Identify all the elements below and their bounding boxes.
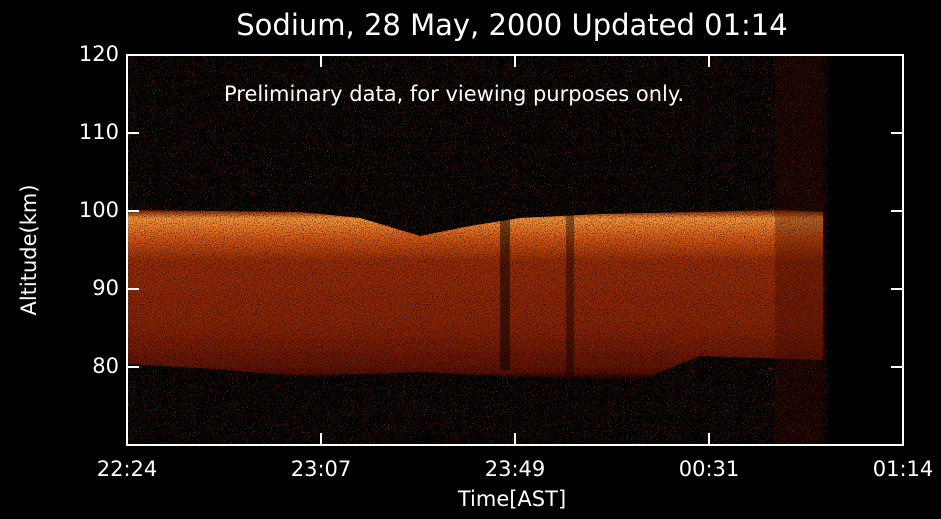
- y-tick-label: 110: [79, 120, 119, 144]
- y-tick-label: 80: [92, 354, 119, 378]
- x-tick-label: 01:14: [873, 457, 934, 481]
- y-tick-label: 90: [92, 276, 119, 300]
- x-axis-label: Time[AST]: [457, 487, 566, 511]
- annotation: Preliminary data, for viewing purposes o…: [224, 82, 684, 106]
- y-tick-label: 120: [79, 42, 119, 66]
- chart: Sodium, 28 May, 2000 Updated 01:14 Preli…: [0, 0, 941, 519]
- x-tick-label: 23:49: [485, 457, 546, 481]
- chart-title: Sodium, 28 May, 2000 Updated 01:14: [236, 8, 787, 42]
- x-tick-label: 22:24: [97, 457, 158, 481]
- heatmap-image: [128, 56, 828, 446]
- x-tick-label: 00:31: [679, 457, 740, 481]
- y-axis-label: Altitude(km): [17, 184, 41, 315]
- y-tick-label: 100: [79, 198, 119, 222]
- x-tick-label: 23:07: [291, 457, 352, 481]
